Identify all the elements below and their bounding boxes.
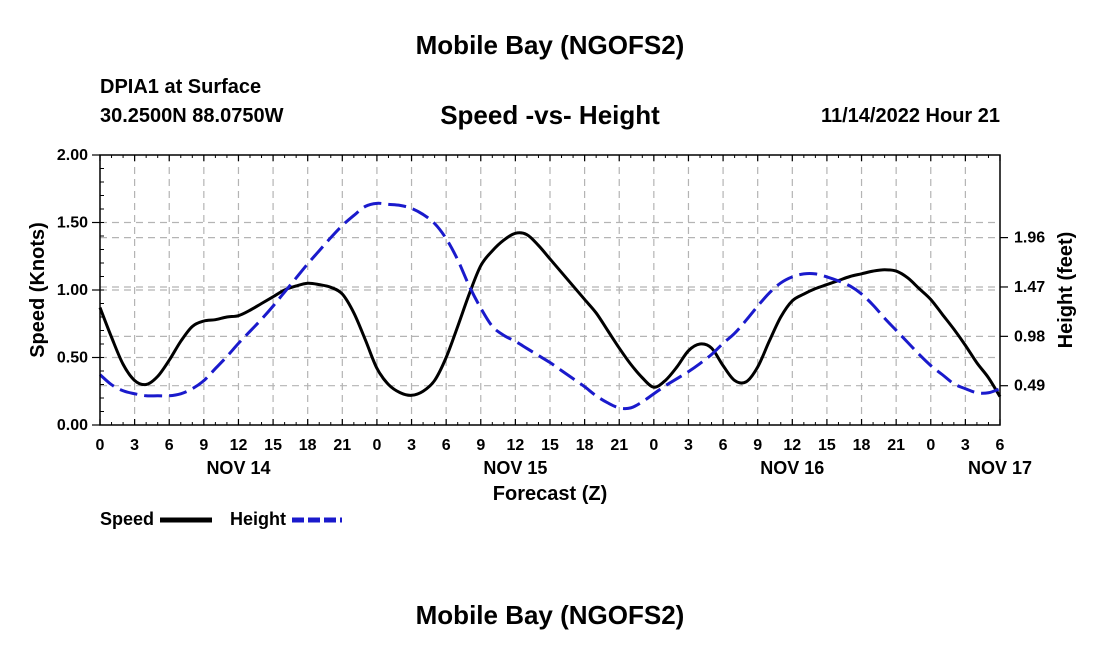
legend-speed-label: Speed bbox=[100, 509, 154, 529]
station-coordinates: 30.2500N 88.0750W bbox=[100, 105, 284, 127]
y2-tick-label: 1.47 bbox=[1014, 279, 1045, 296]
x-tick-label: 0 bbox=[372, 437, 381, 454]
y-axis-label: Speed (Knots) bbox=[27, 222, 49, 358]
y-tick-label: 2.00 bbox=[57, 147, 88, 164]
x-tick-label: 0 bbox=[649, 437, 658, 454]
x-tick-label: 15 bbox=[818, 437, 836, 454]
y2-tick-label: 0.98 bbox=[1014, 328, 1045, 345]
x-tick-label: 9 bbox=[753, 437, 762, 454]
forecast-timestamp: 11/14/2022 Hour 21 bbox=[820, 105, 1000, 127]
x-tick-label: 0 bbox=[96, 437, 105, 454]
chart-main-title: Mobile Bay (NGOFS2) bbox=[415, 30, 685, 60]
x-tick-label: 21 bbox=[333, 437, 351, 454]
x-date-label: NOV 17 bbox=[968, 458, 1032, 478]
x-tick-label: 9 bbox=[199, 437, 208, 454]
x-tick-label: 12 bbox=[230, 437, 248, 454]
footer-title: Mobile Bay (NGOFS2) bbox=[415, 600, 685, 630]
y-tick-label: 1.50 bbox=[57, 215, 88, 232]
x-tick-label: 9 bbox=[476, 437, 485, 454]
series-line-height bbox=[98, 201, 1001, 411]
x-tick-label: 3 bbox=[961, 437, 970, 454]
axis-ticks: 0 3 6 9 12 15 18 21 0 3 6 9 12 15 18 21 0 3 6 9 12 15 18 21 0 3 6 N… bbox=[57, 147, 1045, 478]
x-tick-label: 0 bbox=[926, 437, 935, 454]
series-layer bbox=[98, 201, 1002, 411]
y-tick-label: 0.00 bbox=[57, 417, 88, 434]
speed-height-chart: 0 3 6 9 12 15 18 21 0 3 6 9 12 15 18 21 0 3 6 9 12 15 18 21 0 3 6 N… bbox=[27, 147, 1077, 529]
x-tick-label: 6 bbox=[719, 437, 728, 454]
x-tick-label: 18 bbox=[299, 437, 317, 454]
x-tick-label: 12 bbox=[783, 437, 801, 454]
x-tick-label: 6 bbox=[165, 437, 174, 454]
y2-tick-label: 1.96 bbox=[1014, 230, 1045, 247]
station-label: DPIA1 at Surface bbox=[100, 76, 262, 98]
y2-tick-label: 0.49 bbox=[1014, 378, 1045, 395]
x-tick-label: 3 bbox=[407, 437, 416, 454]
x-tick-label: 21 bbox=[610, 437, 628, 454]
x-tick-label: 18 bbox=[853, 437, 871, 454]
x-tick-label: 15 bbox=[264, 437, 282, 454]
x-tick-label: 3 bbox=[684, 437, 693, 454]
x-date-label: NOV 15 bbox=[483, 458, 547, 478]
chart-subtitle: Speed -vs- Height bbox=[440, 100, 660, 130]
x-date-label: NOV 14 bbox=[206, 458, 270, 478]
legend-height-label: Height bbox=[230, 509, 286, 529]
x-tick-label: 12 bbox=[506, 437, 524, 454]
series-line-speed bbox=[98, 231, 1002, 398]
x-date-label: NOV 16 bbox=[760, 458, 824, 478]
grid-lines bbox=[100, 155, 1000, 425]
x-tick-label: 6 bbox=[442, 437, 451, 454]
x-tick-label: 3 bbox=[130, 437, 139, 454]
x-tick-label: 15 bbox=[541, 437, 559, 454]
x-tick-label: 21 bbox=[887, 437, 905, 454]
x-tick-label: 18 bbox=[576, 437, 594, 454]
x-axis-label: Forecast (Z) bbox=[493, 483, 607, 505]
x-tick-label: 6 bbox=[996, 437, 1005, 454]
legend: Speed Height bbox=[100, 509, 342, 529]
y2-axis-label: Height (feet) bbox=[1055, 232, 1077, 349]
y-tick-label: 0.50 bbox=[57, 350, 88, 367]
y-tick-label: 1.00 bbox=[57, 282, 88, 299]
